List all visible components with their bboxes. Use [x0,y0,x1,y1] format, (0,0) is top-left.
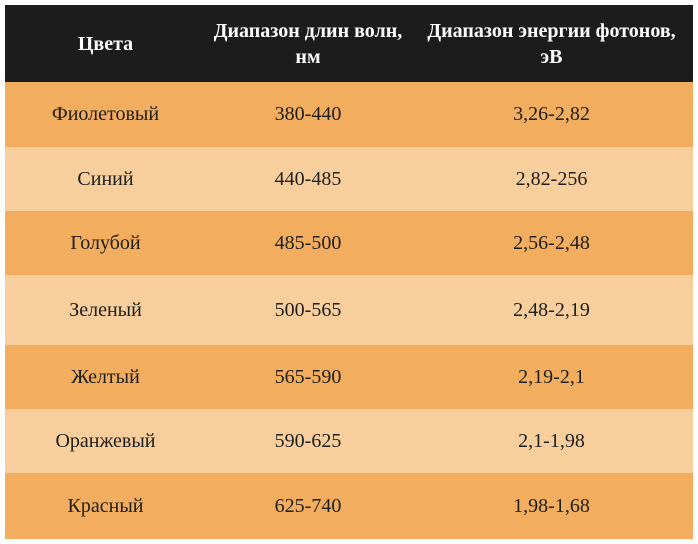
cell-wavelength: 565-590 [206,345,410,409]
cell-color: Фиолетовый [5,82,206,147]
cell-wavelength: 485-500 [206,211,410,275]
cell-wavelength: 440-485 [206,147,410,211]
header-photon-energy-range: Диапазон энергии фотонов, эВ [410,5,693,82]
cell-color: Синий [5,147,206,211]
cell-color: Красный [5,473,206,539]
cell-energy: 2,82-256 [410,147,693,211]
cell-energy: 3,26-2,82 [410,82,693,147]
cell-energy: 2,48-2,19 [410,275,693,345]
header-colors: Цвета [5,5,206,82]
color-wavelength-table: Цвета Диапазон длин волн, нм Диапазон эн… [5,5,693,539]
header-wavelength-range: Диапазон длин волн, нм [206,5,410,82]
cell-wavelength: 380-440 [206,82,410,147]
cell-energy: 2,19-2,1 [410,345,693,409]
cell-color: Голубой [5,211,206,275]
cell-color: Зеленый [5,275,206,345]
cell-color: Оранжевый [5,409,206,473]
cell-wavelength: 625-740 [206,473,410,539]
cell-energy: 1,98-1,68 [410,473,693,539]
cell-wavelength: 500-565 [206,275,410,345]
cell-energy: 2,1-1,98 [410,409,693,473]
cell-wavelength: 590-625 [206,409,410,473]
cell-color: Желтый [5,345,206,409]
cell-energy: 2,56-2,48 [410,211,693,275]
